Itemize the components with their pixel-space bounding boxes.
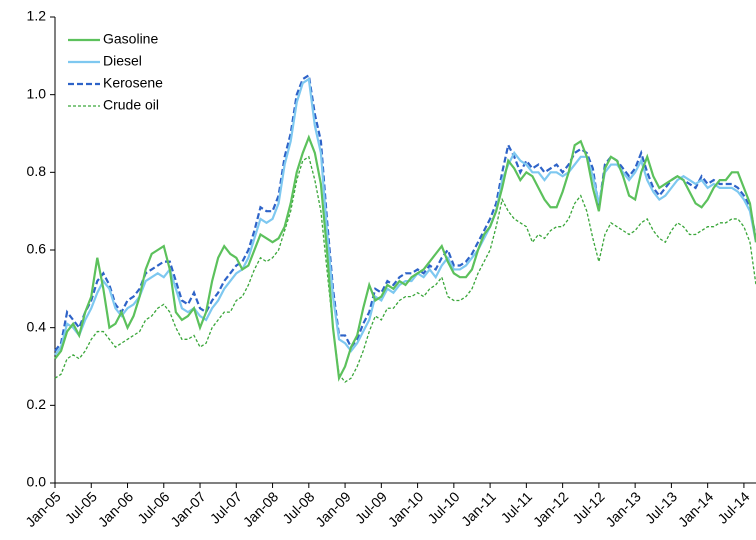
- x-tick-label: Jul-05: [62, 488, 100, 526]
- x-tick-label: Jul-12: [569, 488, 607, 526]
- x-tick-label: Jan-05: [22, 488, 64, 530]
- y-tick-label: 0.4: [27, 318, 47, 334]
- y-tick-label: 1.2: [27, 8, 47, 24]
- x-tick-label: Jan-08: [240, 488, 282, 530]
- x-tick-label: Jan-12: [530, 488, 572, 530]
- x-tick-label: Jul-14: [714, 488, 752, 526]
- series-line: [54, 77, 756, 356]
- y-tick-label: 0.0: [27, 474, 47, 490]
- x-tick-label: Jul-13: [642, 488, 680, 526]
- x-tick-label: Jan-11: [458, 488, 499, 529]
- x-tick-label: Jan-06: [95, 488, 137, 530]
- legend-label: Kerosene: [103, 75, 163, 91]
- x-tick-label: Jan-07: [167, 488, 209, 530]
- x-tick-label: Jul-08: [279, 488, 317, 526]
- x-tick-label: Jul-09: [352, 488, 390, 526]
- y-tick-label: 0.8: [27, 163, 47, 179]
- legend-label: Diesel: [103, 53, 142, 69]
- x-tick-label: Jul-11: [498, 488, 536, 526]
- y-tick-label: 0.2: [27, 396, 47, 412]
- series-line: [54, 73, 756, 352]
- x-tick-label: Jan-13: [602, 488, 644, 530]
- x-tick-label: Jul-06: [134, 488, 172, 526]
- legend-label: Gasoline: [103, 31, 158, 47]
- y-tick-label: 1.0: [27, 85, 47, 101]
- x-tick-label: Jan-14: [675, 488, 717, 530]
- x-tick-label: Jan-10: [385, 488, 427, 530]
- y-tick-label: 0.6: [27, 241, 47, 257]
- x-tick-label: Jul-07: [207, 488, 245, 526]
- series-line: [54, 134, 756, 382]
- series-line: [54, 155, 756, 383]
- legend-label: Crude oil: [103, 97, 159, 113]
- x-tick-label: Jan-09: [312, 488, 354, 530]
- x-tick-label: Jul-10: [424, 488, 462, 526]
